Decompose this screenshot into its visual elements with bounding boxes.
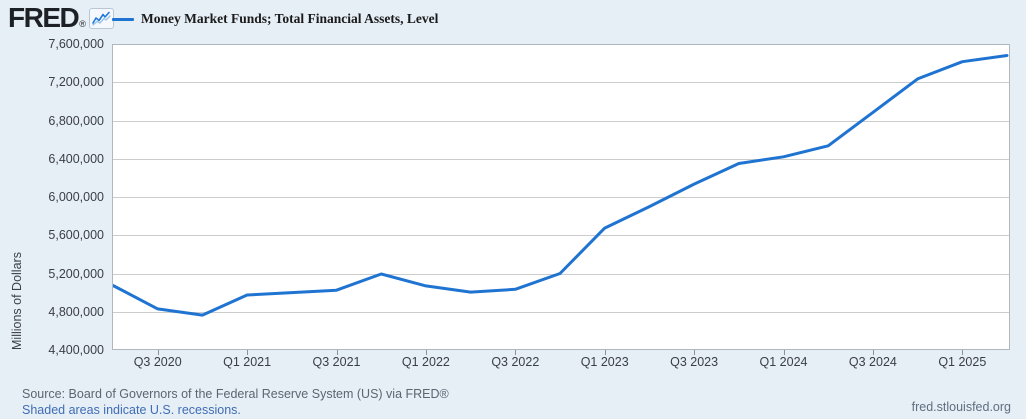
- legend-line-swatch: [112, 17, 134, 21]
- source-attribution: Source: Board of Governors of the Federa…: [22, 387, 449, 401]
- gridline: [113, 120, 1009, 122]
- x-tick-mark: [247, 350, 249, 355]
- series-line-svg: [113, 54, 1009, 317]
- plot-area[interactable]: [112, 44, 1010, 350]
- x-tick-mark: [872, 350, 874, 355]
- gridline: [113, 197, 1009, 198]
- series-line[interactable]: [113, 54, 1009, 317]
- x-tick-label: Q3 2024: [848, 355, 897, 369]
- y-tick-label: 6,400,000: [48, 151, 104, 166]
- legend: Money Market Funds; Total Financial Asse…: [112, 11, 438, 27]
- fred-site-url-link[interactable]: fred.stlouisfed.org: [911, 400, 1011, 414]
- gridline: [113, 235, 1009, 237]
- y-tick-label: 5,600,000: [48, 228, 104, 243]
- x-tick-mark: [694, 350, 696, 355]
- recessions-note-link[interactable]: Shaded areas indicate U.S. recessions.: [22, 403, 241, 417]
- x-tick-label: Q3 2021: [312, 355, 361, 369]
- x-tick-label: Q1 2024: [759, 355, 808, 369]
- x-tick-label: Q3 2020: [133, 355, 182, 369]
- gridline: [113, 82, 1009, 84]
- y-tick-label: 6,000,000: [48, 190, 104, 204]
- y-tick-label: 4,400,000: [48, 343, 104, 357]
- x-tick-label: Q1 2021: [223, 355, 272, 369]
- x-tick-label: Q3 2023: [670, 355, 719, 369]
- fred-logo-text: FRED: [8, 2, 80, 33]
- gridline: [113, 158, 1009, 160]
- y-tick-label: 7,600,000: [48, 37, 104, 51]
- x-tick-label: Q1 2022: [401, 355, 450, 369]
- line-chart-icon: [88, 7, 114, 29]
- y-tick-label: 4,800,000: [48, 304, 104, 319]
- x-tick-mark: [604, 350, 606, 355]
- x-tick-mark: [336, 350, 338, 355]
- x-tick-label: Q3 2022: [491, 355, 540, 369]
- y-tick-label: 7,200,000: [48, 75, 104, 90]
- legend-series-label[interactable]: Money Market Funds; Total Financial Asse…: [141, 11, 439, 26]
- gridline: [113, 311, 1009, 313]
- x-tick-mark: [515, 350, 517, 355]
- x-tick-mark: [783, 350, 785, 355]
- x-tick-mark: [962, 350, 964, 355]
- x-tick-mark: [425, 350, 427, 355]
- x-tick-label: Q1 2025: [938, 355, 987, 369]
- footer: Source: Board of Governors of the Federa…: [22, 386, 449, 418]
- x-tick-mark: [157, 350, 159, 355]
- x-tick-label: Q1 2023: [580, 355, 629, 369]
- fred-logo[interactable]: FRED ®: [8, 2, 114, 34]
- y-tick-label: 6,800,000: [48, 113, 104, 128]
- registered-trademark: ®: [79, 19, 86, 29]
- y-tick-label: 5,200,000: [48, 266, 104, 281]
